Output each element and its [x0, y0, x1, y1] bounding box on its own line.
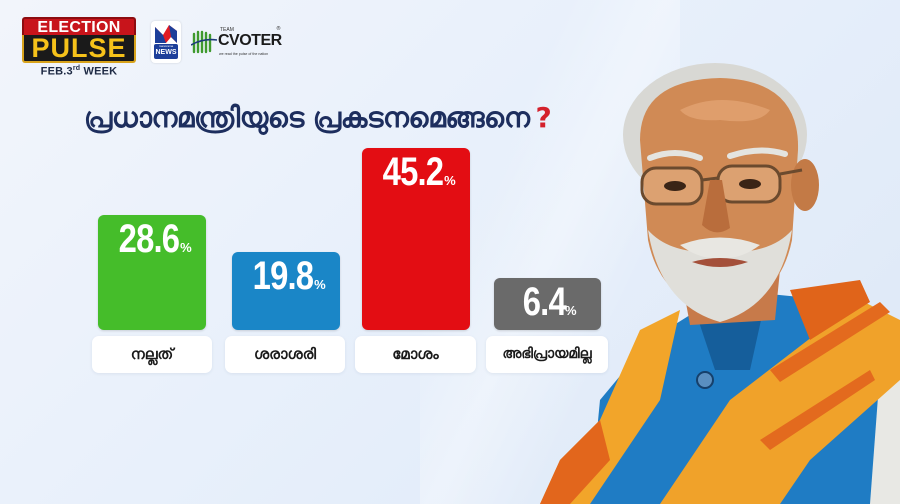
election-pulse-line1: ELECTION — [22, 17, 136, 36]
chart-title: പ്രധാനമന്ത്രിയുടെ പ്രകടനമെങ്ങനെ? — [84, 96, 552, 140]
cvoter-logo: TEAM CVOTER ® we read the pulse of the n… — [191, 24, 283, 60]
election-pulse-week: FEB.3rd WEEK — [22, 65, 136, 78]
cvoter-name: CVOTER — [218, 32, 282, 49]
week-sup: rd — [72, 65, 81, 72]
election-pulse-logo: ELECTION PULSE FEB.3rd WEEK — [22, 17, 136, 78]
bar-good: 28.6% — [98, 215, 206, 330]
prime-minister-portrait — [540, 63, 900, 504]
bar-bad-unit: % — [444, 173, 456, 188]
manorama-news-logo: manorama NEWS — [151, 21, 181, 63]
bar-bad-value: 45.2 — [382, 150, 444, 194]
manorama-news-text: NEWS — [155, 49, 177, 56]
cvoter-stripes-icon — [191, 30, 217, 54]
bar-no-opinion-value: 6.4 — [523, 280, 567, 324]
bar-good-value: 28.6 — [118, 217, 180, 261]
week-suffix: WEEK — [80, 65, 118, 78]
bar-average-value: 19.8 — [252, 254, 314, 298]
question-mark: ? — [535, 101, 552, 134]
cvoter-registered-mark: ® — [276, 26, 281, 32]
cvoter-team-text: TEAM — [220, 27, 234, 33]
label-average: ശരാശരി — [225, 336, 345, 373]
manorama-m-icon — [155, 25, 177, 43]
bar-no-opinion-unit: % — [565, 303, 577, 318]
cvoter-tagline: we read the pulse of the nation — [219, 52, 269, 56]
manorama-small-text: manorama — [158, 44, 174, 48]
label-good: നല്ലത് — [92, 336, 212, 373]
bar-no-opinion: 6.4% — [494, 278, 601, 330]
bar-bad: 45.2% — [362, 148, 470, 330]
week-prefix: FEB.3 — [40, 65, 73, 78]
bar-average: 19.8% — [232, 252, 340, 330]
manorama-news-tag: manorama NEWS — [154, 44, 178, 59]
bar-good-unit: % — [180, 240, 192, 255]
chart-title-text: പ്രധാനമന്ത്രിയുടെ പ്രകടനമെങ്ങനെ — [84, 101, 530, 134]
label-no-opinion: അഭിപ്രായമില്ല — [486, 336, 608, 373]
bar-average-unit: % — [314, 277, 326, 292]
election-pulse-line2: PULSE — [22, 35, 136, 63]
label-bad: മോശം — [355, 336, 476, 373]
election-text: ELECTION — [37, 19, 121, 36]
